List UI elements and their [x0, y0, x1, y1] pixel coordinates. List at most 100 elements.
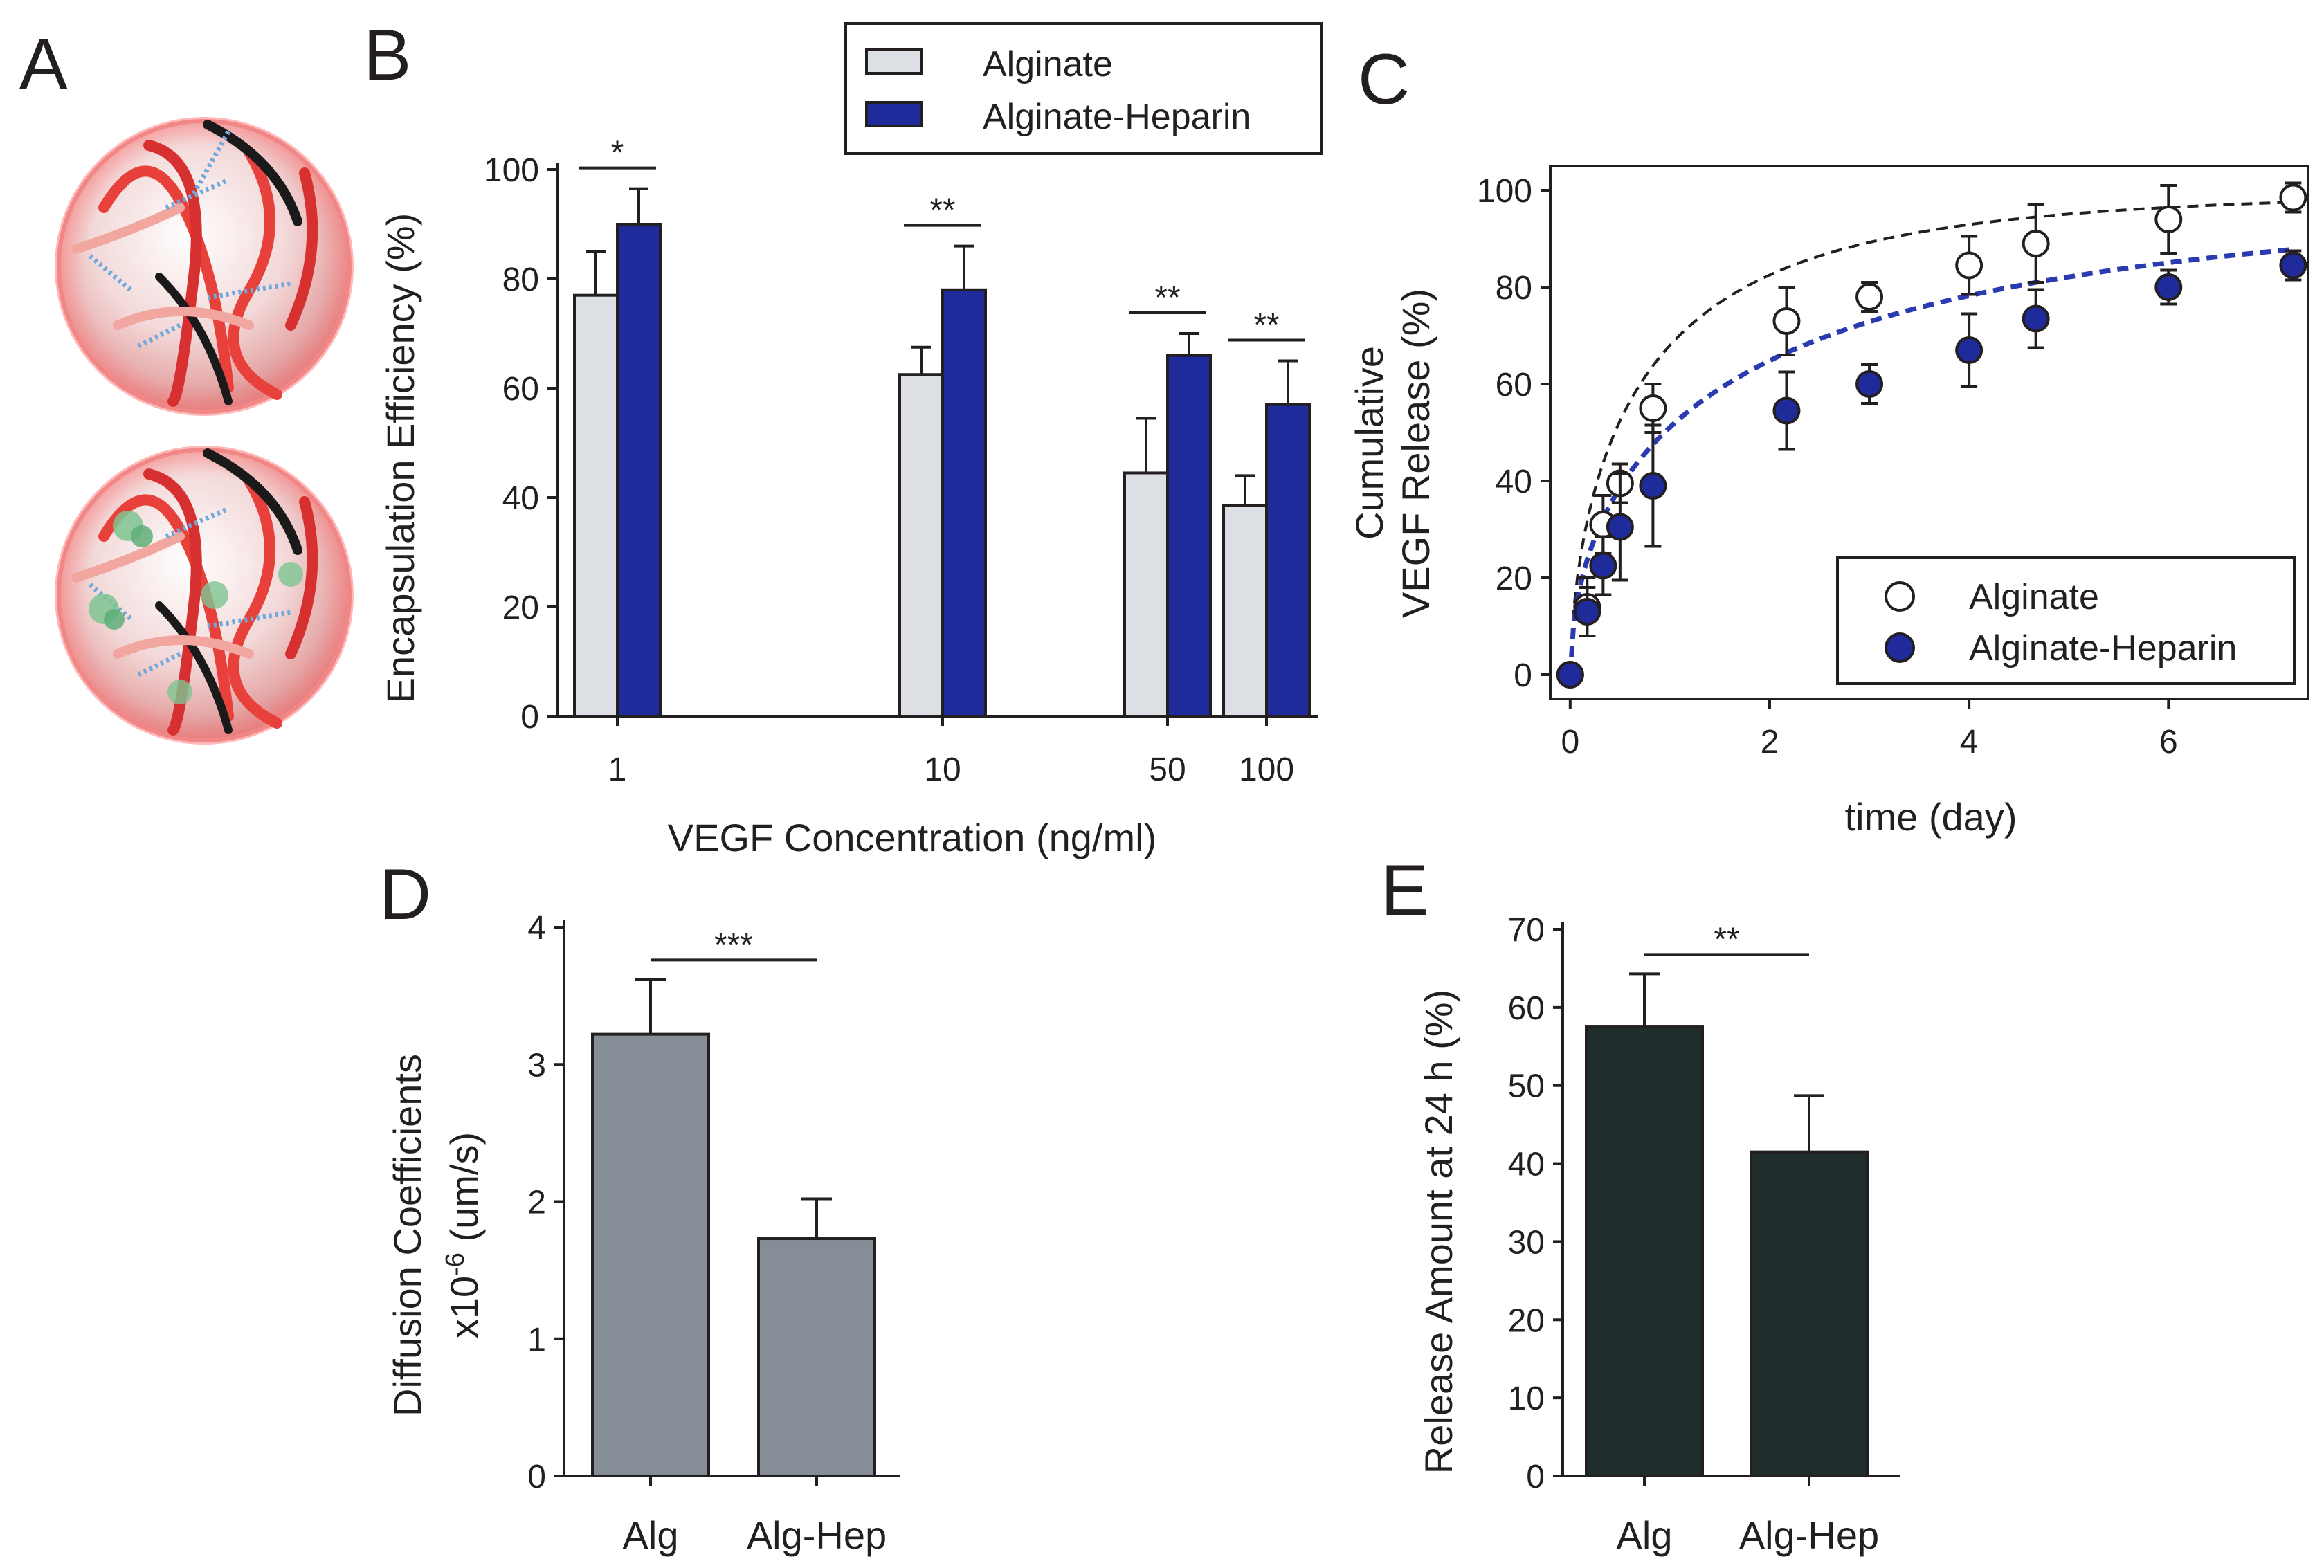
panel-e-x-tick-label: Alg-Hep [1739, 1513, 1879, 1557]
panel-b-x-tick-label: 1 [608, 751, 627, 788]
panel-b-letter: B [363, 15, 411, 95]
legend-box [1836, 556, 2296, 685]
bar-alginate-heparin [616, 223, 662, 718]
significance-marker: ** [1253, 307, 1279, 344]
panel-d-bar-alg [591, 1032, 710, 1477]
point-alginate [2279, 183, 2307, 212]
panel-c-y-axis-title-line2: VEGF Release (%) [1394, 289, 1437, 618]
significance-marker: ** [1154, 280, 1180, 316]
panel-e-y-tick-label: 0 [1526, 1459, 1545, 1495]
point-alginate [1955, 251, 1983, 280]
panel-b-y-tick-label: 20 [502, 590, 539, 626]
bar-alginate [1123, 471, 1169, 718]
point-alginate-heparin [1772, 396, 1801, 425]
panel-b-x-tick-label: 10 [924, 751, 961, 788]
panel-c-y-tick-label: 20 [1496, 560, 1532, 597]
point-alginate [1772, 307, 1801, 335]
panel-a-letter: A [19, 24, 68, 104]
significance-marker: * [611, 135, 624, 172]
legend-marker-alginate [1885, 581, 1915, 612]
panel-b-y-tick-label: 100 [484, 152, 539, 189]
panel-b-x-tick-label: 100 [1239, 751, 1294, 788]
panel-e-y-tick-label: 50 [1508, 1068, 1545, 1105]
panel-c-y-tick-label: 100 [1477, 173, 1532, 210]
point-alginate-heparin [2279, 251, 2307, 280]
sphere-alginate-illustration [55, 117, 354, 416]
bar-alginate [1222, 504, 1268, 718]
point-alginate-heparin [1573, 598, 1601, 626]
bar-alginate [898, 373, 944, 718]
significance-marker: ** [1714, 921, 1739, 958]
panel-d-y-tick-label: 3 [527, 1047, 546, 1084]
panel-e-y-tick-label: 30 [1508, 1224, 1545, 1261]
panel-b-y-tick-label: 60 [502, 371, 539, 408]
panel-e-y-tick-label: 20 [1508, 1302, 1545, 1339]
panel-e-x-tick-label: Alg [1617, 1513, 1673, 1557]
panel-c-y-axis-title-line1: Cumulative [1347, 346, 1391, 540]
panel-d-x-tick-label: Alg-Hep [747, 1513, 887, 1557]
panel-d-bar-alg-hep [757, 1237, 876, 1477]
bar-alginate-heparin [1166, 354, 1212, 718]
panel-d-letter: D [379, 855, 431, 935]
point-alginate-heparin [1556, 661, 1584, 689]
panel-d-y-tick-label: 2 [527, 1185, 546, 1221]
panel-c-x-tick-label: 6 [2159, 724, 2178, 760]
panel-b-x-tick-label: 50 [1149, 751, 1186, 788]
point-alginate-heparin [1589, 551, 1617, 580]
panel-e-y-tick-label: 70 [1508, 912, 1545, 949]
point-alginate-heparin [1955, 336, 1983, 364]
panel-c-y-tick-label: 60 [1496, 367, 1532, 403]
point-alginate [1639, 394, 1667, 422]
panel-d-y-axis-title-line2: x10-6 (um/s) [441, 1132, 486, 1338]
legend-label-alginate: Alginate [983, 44, 1113, 84]
panel-e-bar-alg-hep [1750, 1150, 1869, 1477]
legend-box [844, 22, 1323, 155]
panel-d-y-tick-label: 1 [527, 1322, 546, 1358]
legend-label-alginate-heparin: Alginate-Heparin [983, 97, 1251, 137]
significance-marker: *** [714, 927, 753, 963]
point-alginate-heparin [2154, 273, 2183, 301]
legend-marker-alginate-heparin [1885, 632, 1915, 663]
panel-d-y-tick-label: 4 [527, 910, 546, 947]
point-alginate [2154, 206, 2183, 233]
panel-e-y-tick-label: 60 [1508, 990, 1545, 1027]
panel-e-letter: E [1381, 850, 1428, 931]
panel-d-diffusion-chart: Diffusion Coefficients x10-6 (um/s) 0 1 2 3… [385, 910, 900, 1557]
panel-b-encapsulation-chart: Alginate Alginate-Heparin Encapsulation … [379, 22, 1323, 859]
panel-e-y-tick-label: 10 [1508, 1380, 1545, 1417]
panel-d-x-tick-label: Alg [623, 1513, 679, 1557]
panel-c-y-tick-label: 40 [1496, 464, 1532, 500]
panel-b-y-tick-label: 0 [520, 699, 539, 736]
legend-swatch-alginate-heparin [865, 101, 923, 127]
panel-c-x-axis-title: time (day) [1845, 795, 2017, 839]
point-alginate [2022, 230, 2050, 257]
panel-d-y-axis-title-line1: Diffusion Coefficients [385, 1054, 429, 1416]
point-alginate-heparin [2022, 304, 2050, 333]
point-alginate-heparin [1639, 472, 1667, 500]
panel-c-release-chart: Cumulative VEGF Release (%) time (day) A… [1347, 165, 2309, 839]
point-alginate-heparin [1855, 370, 1884, 398]
panel-c-x-tick-label: 4 [1960, 724, 1979, 760]
sphere-alginate-heparin-illustration [55, 446, 354, 745]
bar-alginate-heparin [1265, 403, 1311, 718]
point-alginate [1855, 283, 1884, 311]
panel-c-legend: Alginate Alginate-Heparin [1836, 556, 2296, 685]
panel-c-plot-frame [1549, 165, 2309, 700]
legend-label-alginate-heparin: Alginate-Heparin [1969, 628, 2237, 668]
panel-e-release-24h-chart: Release Amount at 24 h (%) 0 10 20 30 40 50 60… [1417, 912, 1900, 1557]
panel-b-legend: Alginate Alginate-Heparin [844, 22, 1323, 155]
panel-d-y-axis-prefix: x10 [442, 1276, 486, 1338]
point-alginate-heparin [1606, 513, 1634, 541]
panel-d-y-tick-label: 0 [527, 1459, 546, 1495]
panel-b-y-axis-title: Encapsulation Efficiency (%) [379, 213, 422, 704]
legend-label-alginate: Alginate [1969, 577, 2099, 617]
significance-marker: ** [929, 192, 955, 229]
panel-c-y-tick-label: 80 [1496, 270, 1532, 307]
panel-c-y-tick-label: 0 [1514, 657, 1532, 694]
panel-c-x-tick-label: 0 [1561, 724, 1579, 760]
bar-alginate-heparin [941, 288, 987, 718]
panel-e-bar-alg [1585, 1025, 1704, 1477]
panel-b-y-tick-label: 40 [502, 480, 539, 517]
panel-d-y-axis-exponent: -6 [441, 1252, 470, 1276]
